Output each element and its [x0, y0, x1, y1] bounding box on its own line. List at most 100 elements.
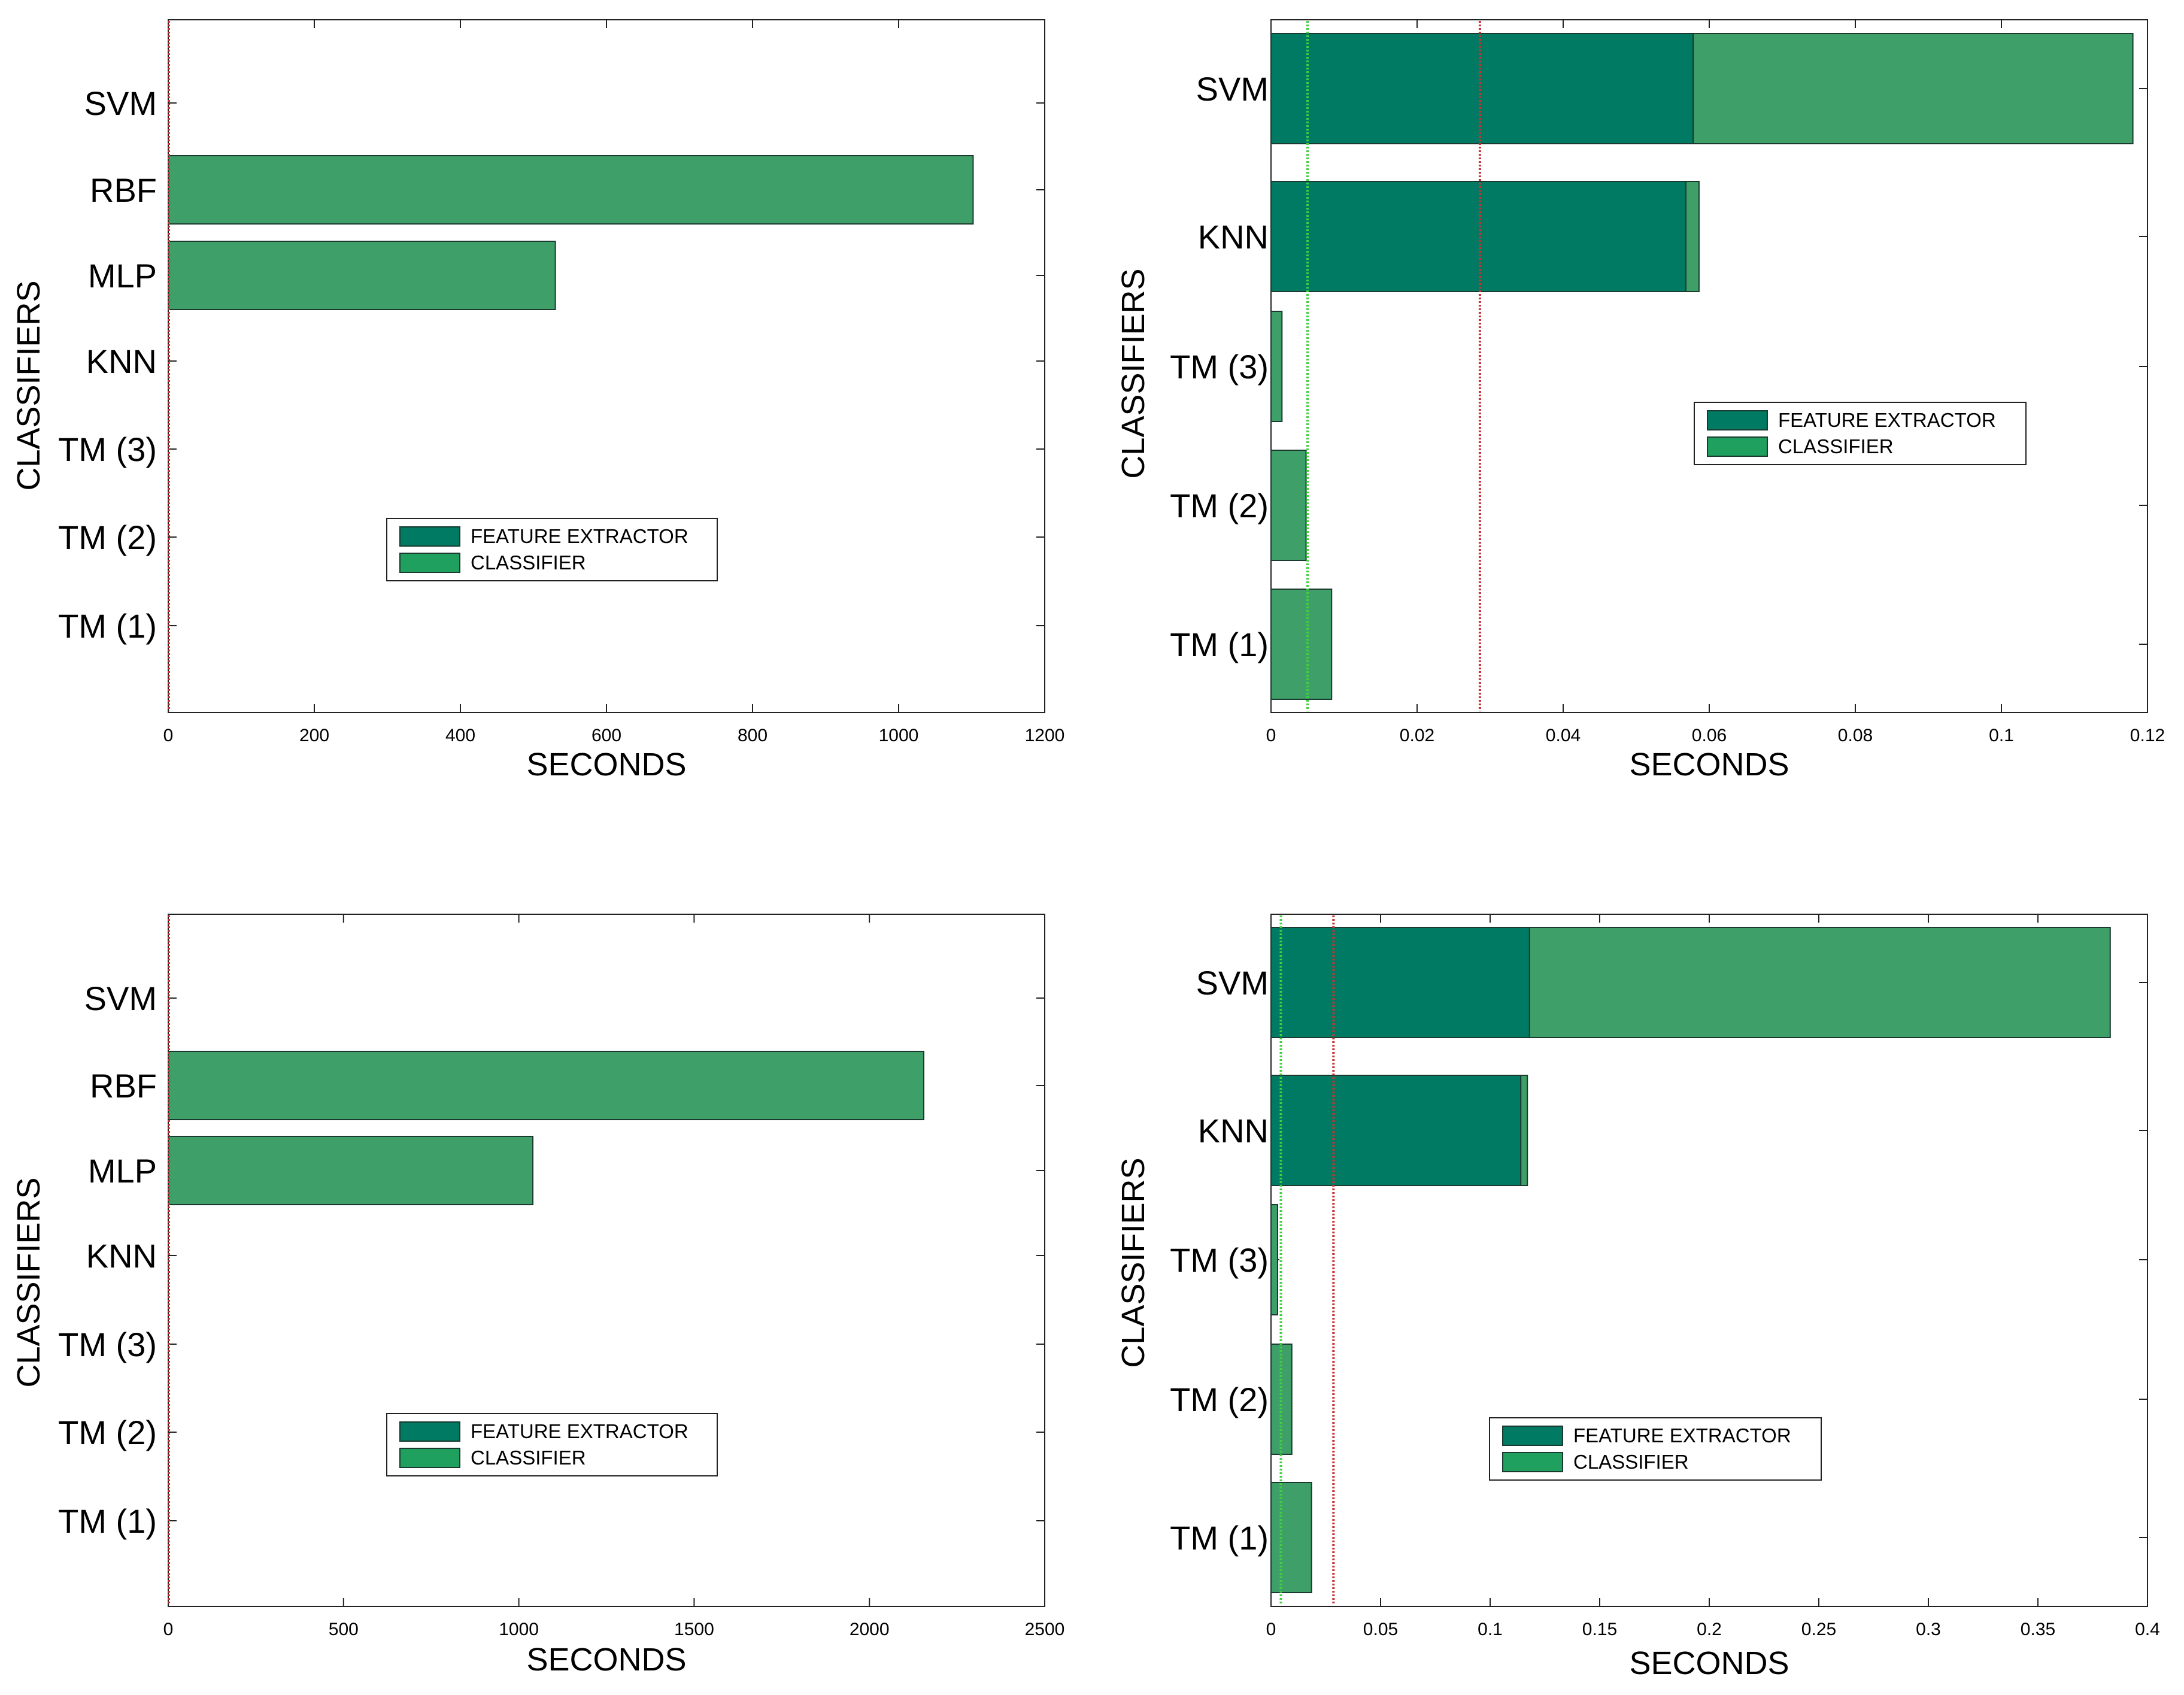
x-tick-label: 500 — [329, 1620, 359, 1639]
y-axis-label: CLASSIFIERS — [11, 1177, 47, 1387]
legend-swatch-classifier — [399, 1448, 460, 1468]
x-tick-label: 800 — [738, 726, 768, 745]
category-label: TM (1) — [1170, 626, 1269, 663]
y-axis-label: CLASSIFIERS — [1115, 268, 1151, 478]
bar-classifier — [168, 1051, 924, 1120]
bar-classifier — [1270, 589, 1333, 700]
legend: FEATURE EXTRACTOR CLASSIFIER — [386, 1413, 718, 1476]
chart-2: 0 0.02 0.04 0.06 0.08 0.1 0.12 SVM KNN TM (3) TM (… — [1115, 19, 2165, 783]
bar-classifier — [1270, 1482, 1312, 1593]
category-label: SVM — [84, 84, 157, 122]
category-label: MLP — [88, 257, 157, 295]
bar-classifier — [1685, 181, 1700, 292]
x-tick-label: 1000 — [879, 726, 919, 745]
bar-feature-extractor — [1270, 181, 1686, 292]
x-tick-label: 0.04 — [1546, 726, 1581, 745]
x-tick-label: 0.4 — [2135, 1620, 2160, 1639]
bar-classifier — [168, 241, 556, 310]
bar-classifier — [1528, 927, 2111, 1038]
chart-1: 0 200 400 600 800 1000 1200 SVM RBF MLP KNN TM (3) T… — [11, 19, 1065, 783]
bar-classifier — [1270, 1204, 1278, 1315]
x-tick-label: 0 — [163, 1620, 174, 1639]
x-tick-label: 0.05 — [1363, 1620, 1398, 1639]
x-axis-label: SECONDS — [526, 747, 686, 783]
category-label: RBF — [90, 1067, 157, 1105]
x-tick-label: 600 — [592, 726, 621, 745]
category-label: TM (2) — [1170, 1381, 1269, 1418]
x-tick-label: 0.1 — [1478, 1620, 1503, 1639]
category-label: TM (3) — [1170, 1241, 1269, 1279]
x-tick-label: 2000 — [850, 1620, 890, 1639]
x-axis-label: SECONDS — [1629, 1645, 1789, 1681]
legend-label-classifier: CLASSIFIER — [471, 1447, 586, 1469]
x-tick-label: 1000 — [499, 1620, 539, 1639]
legend-label-feature-extractor: FEATURE EXTRACTOR — [471, 525, 688, 547]
category-label: MLP — [88, 1152, 157, 1190]
legend: FEATURE EXTRACTOR CLASSIFIER — [386, 518, 718, 581]
chart-4: 0 0.05 0.1 0.15 0.2 0.25 0.3 0.35 0.4 SVM KNN TM (3… — [1115, 914, 2160, 1681]
x-tick-label: 2500 — [1025, 1620, 1065, 1639]
y-axis-label: CLASSIFIERS — [1115, 1157, 1151, 1367]
bar-classifier — [1692, 33, 2134, 144]
legend-swatch-classifier — [1502, 1452, 1563, 1472]
x-tick-label: 0 — [1266, 1620, 1276, 1639]
legend: FEATURE EXTRACTOR CLASSIFIER — [1694, 402, 2027, 465]
category-label: TM (3) — [58, 1326, 157, 1363]
legend-label-feature-extractor: FEATURE EXTRACTOR — [1778, 409, 1996, 431]
plot-frame — [168, 19, 1045, 713]
x-tick-label: 1500 — [674, 1620, 714, 1639]
category-label: TM (1) — [58, 607, 157, 645]
category-label: SVM — [1196, 964, 1269, 1002]
category-label: TM (3) — [1170, 348, 1269, 386]
x-axis-label: SECONDS — [1629, 747, 1789, 783]
legend: FEATURE EXTRACTOR CLASSIFIER — [1489, 1417, 1822, 1481]
category-label: TM (3) — [58, 430, 157, 468]
chart-3: 0 500 1000 1500 2000 2500 SVM RBF MLP KNN TM (3) TM… — [11, 914, 1064, 1678]
legend-label-classifier: CLASSIFIER — [1573, 1451, 1689, 1473]
legend-swatch-feature-extractor — [399, 526, 460, 547]
category-label: KNN — [1198, 218, 1269, 256]
x-tick-label: 0.15 — [1582, 1620, 1617, 1639]
x-tick-label: 0.02 — [1400, 726, 1434, 745]
category-label: TM (2) — [1170, 487, 1269, 524]
x-tick-label: 400 — [445, 726, 475, 745]
x-tick-label: 0.3 — [1916, 1620, 1941, 1639]
legend-swatch-feature-extractor — [1707, 410, 1768, 430]
legend-swatch-classifier — [399, 553, 460, 573]
legend-label-feature-extractor: FEATURE EXTRACTOR — [1573, 1424, 1791, 1447]
x-axis-label: SECONDS — [526, 1642, 686, 1678]
bar-classifier — [168, 155, 974, 225]
bar-classifier — [1520, 1075, 1528, 1186]
bar-feature-extractor — [1270, 1075, 1522, 1186]
bar-feature-extractor — [1270, 33, 1694, 144]
legend-label-feature-extractor: FEATURE EXTRACTOR — [471, 1420, 688, 1442]
category-label: TM (1) — [1170, 1519, 1269, 1557]
legend-label-classifier: CLASSIFIER — [471, 551, 586, 574]
x-tick-label: 0.12 — [2130, 726, 2165, 745]
category-label: TM (2) — [58, 1414, 157, 1451]
x-tick-label: 1200 — [1025, 726, 1065, 745]
category-label: SVM — [1196, 70, 1269, 108]
category-label: TM (1) — [58, 1502, 157, 1540]
category-label: KNN — [86, 342, 157, 380]
legend-swatch-classifier — [1707, 436, 1768, 457]
x-tick-label: 200 — [299, 726, 329, 745]
x-tick-label: 0.35 — [2021, 1620, 2055, 1639]
bar-classifier — [1270, 311, 1283, 422]
category-label: KNN — [1198, 1112, 1269, 1150]
x-tick-label: 0.1 — [1989, 726, 2014, 745]
bar-classifier — [168, 1136, 534, 1205]
category-label: KNN — [86, 1237, 157, 1275]
bar-feature-extractor — [1270, 927, 1530, 1038]
category-label: TM (2) — [58, 518, 157, 556]
legend-swatch-feature-extractor — [399, 1421, 460, 1442]
x-tick-label: 0.25 — [1801, 1620, 1836, 1639]
legend-label-classifier: CLASSIFIER — [1778, 435, 1894, 457]
category-label: SVM — [84, 980, 157, 1017]
category-label: RBF — [90, 171, 157, 209]
x-tick-label: 0.2 — [1697, 1620, 1722, 1639]
x-tick-label: 0.08 — [1838, 726, 1873, 745]
x-tick-label: 0 — [1266, 726, 1276, 745]
plot-frame — [168, 914, 1045, 1607]
